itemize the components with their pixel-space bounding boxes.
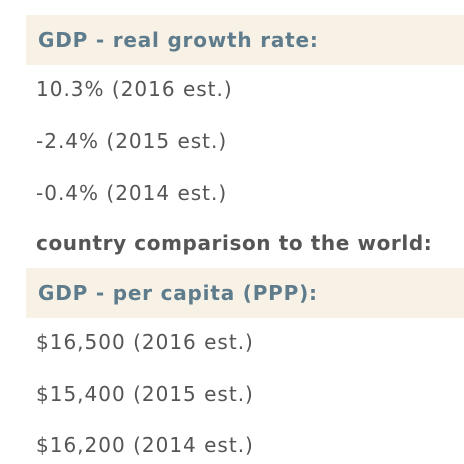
gdp-per-capita-header: GDP - per capita (PPP): bbox=[26, 268, 464, 318]
gdp-per-capita-header-label: GDP - per capita (PPP): bbox=[38, 281, 318, 305]
gdp-per-capita-value-2014: $16,200 (2014 est.) bbox=[36, 433, 254, 457]
gdp-per-capita-value-2016: $16,500 (2016 est.) bbox=[36, 330, 254, 354]
clipped-previous-line bbox=[140, 0, 400, 4]
country-comparison-label[interactable]: country comparison to the world: bbox=[36, 231, 433, 255]
gdp-growth-value-2014: -0.4% (2014 est.) bbox=[36, 181, 228, 205]
gdp-growth-header: GDP - real growth rate: bbox=[26, 15, 464, 65]
gdp-growth-header-label: GDP - real growth rate: bbox=[38, 28, 319, 52]
gdp-per-capita-value-2015: $15,400 (2015 est.) bbox=[36, 382, 254, 406]
gdp-growth-value-2015: -2.4% (2015 est.) bbox=[36, 129, 228, 153]
gdp-growth-value-2016: 10.3% (2016 est.) bbox=[36, 77, 233, 101]
